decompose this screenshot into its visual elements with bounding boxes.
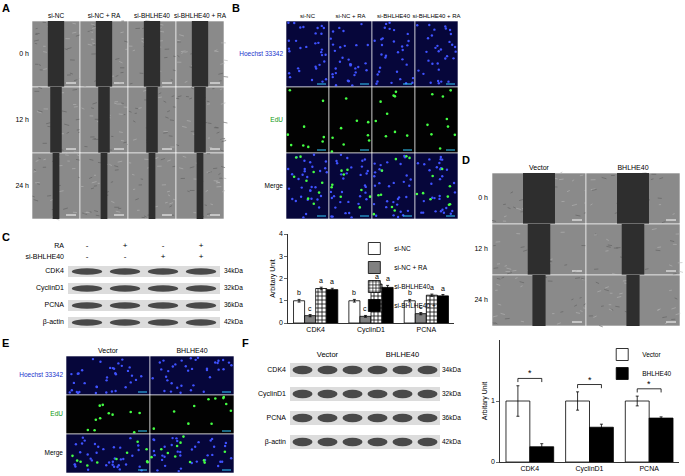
svg-text:12 h: 12 h (474, 245, 488, 252)
svg-text:CDK4: CDK4 (306, 326, 325, 333)
svg-text:*: * (647, 379, 651, 389)
svg-text:42kDa: 42kDa (224, 318, 243, 325)
svg-text:Arbitary Unit: Arbitary Unit (269, 259, 277, 298)
svg-text:12 h: 12 h (15, 116, 29, 123)
svg-text:+: + (123, 241, 128, 250)
svg-text:β-actin: β-actin (265, 438, 286, 446)
svg-text:-: - (86, 241, 89, 250)
svg-text:si-NC: si-NC (48, 12, 65, 19)
svg-text:a: a (375, 273, 379, 280)
svg-text:CyclinD1: CyclinD1 (357, 326, 385, 334)
svg-text:0: 0 (491, 458, 495, 465)
svg-text:*: * (528, 368, 532, 378)
svg-text:CDK4: CDK4 (267, 366, 286, 373)
svg-text:RA: RA (54, 242, 64, 249)
svg-text:0 h: 0 h (478, 194, 488, 201)
svg-text:+: + (199, 252, 204, 261)
svg-text:si-NC + RA: si-NC + RA (88, 12, 121, 19)
svg-text:Vector: Vector (317, 350, 339, 359)
svg-text:32kDa: 32kDa (442, 390, 461, 397)
svg-text:Vector: Vector (98, 347, 119, 354)
svg-text:0 h: 0 h (19, 50, 29, 57)
svg-text:PCNA: PCNA (267, 414, 287, 421)
svg-text:36kDa: 36kDa (224, 301, 243, 308)
svg-text:Arbitary Unit: Arbitary Unit (481, 382, 489, 421)
svg-text:Vector: Vector (642, 351, 661, 358)
svg-text:a: a (330, 278, 334, 285)
svg-text:B: B (232, 2, 240, 14)
svg-text:36kDa: 36kDa (442, 414, 461, 421)
svg-text:42kDa: 42kDa (442, 438, 461, 445)
svg-text:Vector: Vector (529, 164, 550, 171)
svg-text:CDK4: CDK4 (45, 267, 64, 274)
svg-text:CyclinD1: CyclinD1 (575, 465, 603, 473)
svg-text:E: E (2, 337, 9, 349)
svg-text:-: - (86, 252, 89, 261)
svg-text:si-BHLHE40: si-BHLHE40 (377, 13, 411, 19)
svg-text:32kDa: 32kDa (224, 284, 243, 291)
svg-text:Merge: Merge (45, 449, 64, 457)
svg-text:4: 4 (279, 230, 283, 237)
svg-text:1: 1 (279, 297, 283, 304)
svg-text:si-BHLHE40: si-BHLHE40 (394, 283, 430, 290)
svg-text:si-BHLHE40 + RA: si-BHLHE40 + RA (174, 12, 227, 19)
svg-text:PCNA: PCNA (45, 301, 65, 308)
svg-text:si-BHLHE40: si-BHLHE40 (25, 253, 64, 260)
svg-text:0: 0 (279, 319, 283, 326)
svg-text:-: - (124, 252, 127, 261)
svg-text:34kDa: 34kDa (224, 267, 243, 274)
svg-text:a: a (319, 277, 323, 284)
svg-text:BHLHE40: BHLHE40 (176, 347, 207, 354)
svg-text:C: C (2, 231, 10, 243)
svg-text:D: D (462, 154, 470, 166)
svg-text:si-BHLHE40: si-BHLHE40 (134, 12, 170, 19)
svg-text:a: a (430, 284, 434, 291)
svg-text:2: 2 (279, 275, 283, 282)
svg-text:c: c (363, 305, 367, 312)
svg-text:si-NC + RA: si-NC + RA (335, 13, 365, 19)
svg-text:si-NC: si-NC (300, 13, 316, 19)
svg-text:CDK4: CDK4 (520, 465, 539, 472)
svg-text:β-actin: β-actin (43, 318, 64, 326)
svg-text:PCNA: PCNA (639, 465, 659, 472)
svg-text:EdU: EdU (270, 116, 283, 123)
svg-text:PCNA: PCNA (417, 326, 437, 333)
svg-text:si-BHLHE40 + RA: si-BHLHE40 + RA (394, 302, 447, 309)
svg-text:a: a (386, 275, 390, 282)
svg-text:c: c (308, 305, 312, 312)
svg-text:34kDa: 34kDa (442, 366, 461, 373)
svg-text:BHLHE40: BHLHE40 (386, 350, 419, 359)
svg-text:CyclinD1: CyclinD1 (258, 390, 286, 398)
svg-text:24 h: 24 h (474, 296, 488, 303)
svg-text:si-NC: si-NC (394, 245, 411, 252)
svg-text:24 h: 24 h (15, 182, 29, 189)
svg-text:1: 1 (491, 397, 495, 404)
svg-text:BHLHE40: BHLHE40 (642, 370, 671, 377)
svg-text:3: 3 (279, 253, 283, 260)
svg-text:si-BHLHE40 + RA: si-BHLHE40 + RA (412, 13, 460, 19)
svg-text:si-NC + RA: si-NC + RA (394, 264, 427, 271)
svg-text:Hoechst 33342: Hoechst 33342 (19, 371, 63, 378)
svg-text:b: b (408, 289, 412, 296)
svg-text:+: + (161, 252, 166, 261)
svg-text:*: * (588, 375, 592, 385)
svg-text:b: b (297, 289, 301, 296)
svg-text:b: b (352, 289, 356, 296)
svg-text:EdU: EdU (50, 410, 63, 417)
svg-text:a: a (441, 285, 445, 292)
svg-text:Merge: Merge (265, 182, 284, 190)
svg-text:c: c (419, 303, 423, 310)
svg-text:Hoechst 33342: Hoechst 33342 (239, 50, 283, 57)
svg-text:A: A (2, 2, 10, 14)
svg-text:BHLHE40: BHLHE40 (617, 164, 648, 171)
svg-text:-: - (162, 241, 165, 250)
svg-text:+: + (199, 241, 204, 250)
svg-text:CyclinD1: CyclinD1 (36, 284, 64, 292)
svg-text:F: F (242, 337, 249, 349)
